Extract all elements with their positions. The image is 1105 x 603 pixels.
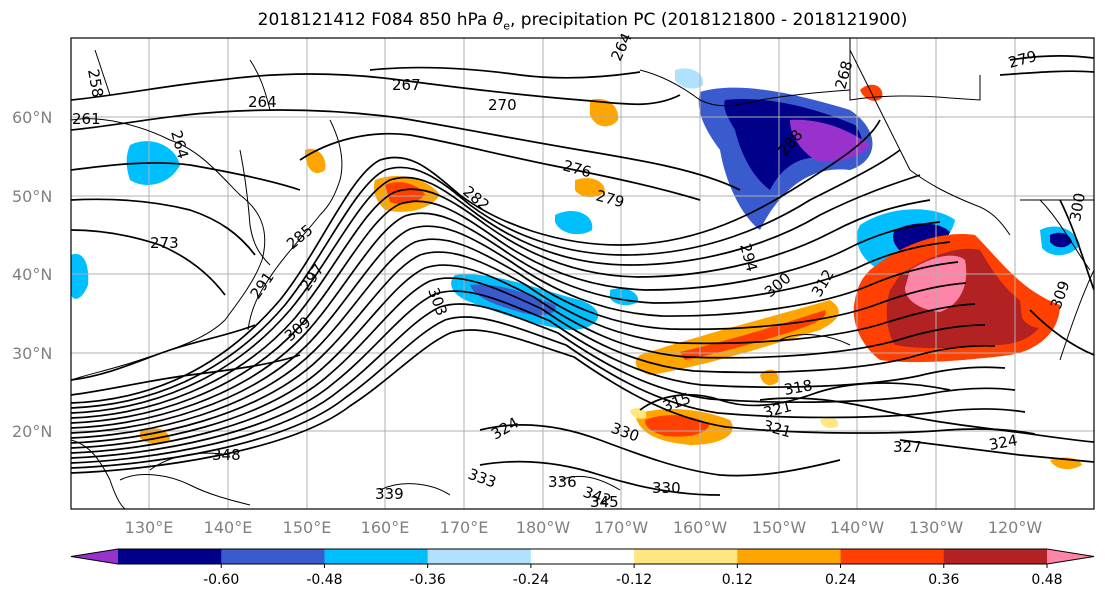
colorbar-segment (118, 549, 222, 564)
plot-frame (70, 37, 1095, 510)
contour-label: 327 (893, 438, 922, 456)
colorbar-segment (324, 549, 429, 564)
contour-label: 345 (590, 493, 619, 511)
contour-label: 324 (988, 431, 1019, 454)
contour-label: 258 (84, 68, 107, 99)
colorbar-tick-label: 0.24 (825, 572, 856, 588)
lon-label: 150°E (283, 518, 332, 537)
lat-label: 20°N (12, 422, 52, 441)
colorbar-segment (737, 549, 842, 564)
colorbar-segment (221, 549, 325, 564)
lat-label: 40°N (12, 265, 52, 284)
lon-label: 160°W (673, 518, 728, 537)
colorbar-tick-label: -0.36 (410, 572, 446, 588)
colorbar-segment (634, 549, 738, 564)
colorbar-tick-label: 0.48 (1031, 572, 1062, 588)
lon-label: 160°E (361, 518, 410, 537)
colorbar-segment (427, 549, 532, 564)
colorbar-ticks: -0.60 -0.48 -0.36 -0.24 -0.12 0.12 0.24 0.36 0.4… (203, 564, 1063, 588)
colorbar-segment (530, 549, 635, 564)
latitude-labels: 60°N 50°N 40°N 30°N 20°N (12, 108, 52, 441)
lon-label: 140°W (830, 518, 885, 537)
contour-label: 336 (548, 473, 577, 491)
longitude-labels: 130°E 140°E 150°E 160°E 170°E 180°W 170°… (125, 518, 1043, 537)
colorbar-tick-label: -0.60 (203, 572, 239, 588)
lon-label: 180°W (516, 518, 571, 537)
lon-label: 170°W (594, 518, 649, 537)
lon-label: 150°W (752, 518, 807, 537)
contour-label: 348 (212, 446, 241, 464)
colorbar-segment (943, 549, 1048, 564)
lon-label: 120°W (988, 518, 1043, 537)
lon-label: 140°E (204, 518, 253, 537)
colorbar-tick-label: -0.24 (513, 572, 549, 588)
contour-label: 300 (1066, 191, 1089, 222)
colorbar-tick-label: 0.36 (928, 572, 959, 588)
lat-label: 60°N (12, 108, 52, 127)
colorbar-tick-label: -0.12 (616, 572, 652, 588)
minor-contours (94, 49, 851, 506)
colorbar-segment (71, 549, 118, 564)
coastlines (71, 38, 1094, 509)
theta-e-contours (71, 55, 1094, 496)
contour-label: 267 (392, 76, 421, 94)
contour-label: 318 (783, 376, 814, 399)
colorbar-tick-label: -0.48 (306, 572, 342, 588)
contour-label: 330 (652, 479, 681, 497)
lon-label: 170°E (440, 518, 489, 537)
colorbar-segment (840, 549, 945, 564)
lon-label: 130°E (125, 518, 174, 537)
lat-label: 50°N (12, 187, 52, 206)
contour-label: 270 (488, 96, 517, 114)
colorbar-tick-label: 0.12 (722, 572, 753, 588)
colorbar (70, 548, 1095, 565)
chart-title: 2018121412 F084 850 hPa θe, precipitatio… (257, 10, 908, 33)
colorbar-segment (1047, 549, 1094, 564)
contour-label: 264 (248, 93, 277, 111)
contour-label: 261 (72, 110, 101, 128)
lat-label: 30°N (12, 344, 52, 363)
lon-label: 130°W (909, 518, 964, 537)
contour-label: 339 (375, 485, 404, 503)
colorbar-outline (70, 548, 1095, 565)
contour-label: 273 (150, 234, 179, 252)
